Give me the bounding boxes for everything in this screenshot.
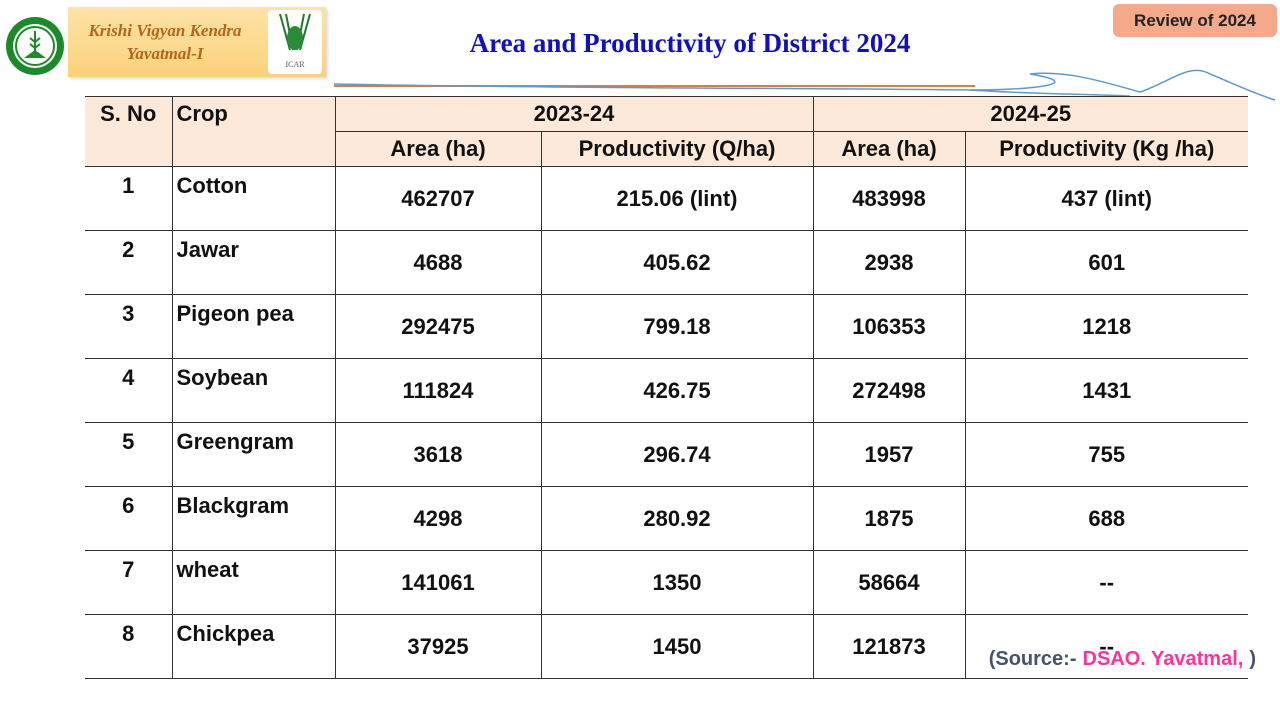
decorative-wave bbox=[333, 69, 1276, 101]
kvk-banner: Krishi Vigyan Kendra Yavatmal-I ICAR bbox=[68, 7, 326, 77]
page-title: Area and Productivity of District 2024 bbox=[469, 28, 911, 58]
cell-sno: 5 bbox=[85, 422, 173, 487]
org-name: Krishi Vigyan Kendra bbox=[88, 21, 242, 40]
col-area-2023: Area (ha) bbox=[335, 131, 542, 167]
cell-crop: Greengram bbox=[171, 422, 336, 487]
cell-sno: 1 bbox=[85, 166, 173, 231]
source-suffix: ) bbox=[1249, 648, 1256, 670]
cell-crop: Jawar bbox=[171, 230, 336, 295]
cell-prod1: 280.92 bbox=[540, 486, 814, 551]
wheat-icon bbox=[279, 13, 311, 51]
col-prod-2024: Productivity (Kg /ha) bbox=[964, 131, 1248, 167]
cell-sno: 4 bbox=[85, 358, 173, 423]
cell-sno: 8 bbox=[85, 614, 173, 679]
cell-area1: 4688 bbox=[334, 230, 542, 295]
cell-area2: 483998 bbox=[812, 166, 966, 231]
table-row: 1 Cotton 462707 215.06 (lint) 483998 437 (lin… bbox=[85, 166, 1248, 231]
cell-crop: Blackgram bbox=[171, 486, 336, 551]
cell-sno: 3 bbox=[85, 294, 173, 359]
cell-prod1: 296.74 bbox=[540, 422, 814, 487]
table-row: 2 Jawar 4688 405.62 2938 601 bbox=[85, 230, 1248, 295]
cell-area2: 272498 bbox=[812, 358, 966, 423]
cell-prod2: 688 bbox=[964, 486, 1248, 551]
table-row: 4 Soybean 111824 426.75 272498 1431 bbox=[85, 358, 1248, 423]
cell-area2: 1875 bbox=[812, 486, 966, 551]
cell-area2: 1957 bbox=[812, 422, 966, 487]
cell-sno: 7 bbox=[85, 550, 173, 615]
cell-prod1: 799.18 bbox=[540, 294, 814, 359]
col-period-2023-24: 2023-24 bbox=[334, 96, 814, 132]
cell-crop: Pigeon pea bbox=[171, 294, 336, 359]
cell-prod2: 601 bbox=[964, 230, 1248, 295]
cell-crop: Cotton bbox=[171, 166, 336, 231]
cell-area2: 121873 bbox=[812, 614, 966, 679]
cell-crop: Soybean bbox=[171, 358, 336, 423]
kvk-logo bbox=[6, 17, 64, 75]
cell-area1: 292475 bbox=[334, 294, 542, 359]
table-row: 6 Blackgram 4298 280.92 1875 688 bbox=[85, 486, 1248, 551]
col-crop: Crop bbox=[171, 96, 336, 167]
icar-label: ICAR bbox=[285, 60, 305, 69]
table-row: 7 wheat 141061 1350 58664 -- bbox=[85, 550, 1248, 615]
table-row: 8 Chickpea 37925 1450 121873 -- bbox=[85, 614, 1248, 679]
review-badge: Review of 2024 bbox=[1113, 4, 1277, 37]
cell-prod2: -- bbox=[964, 550, 1248, 615]
subheader-row: Area (ha) Productivity (Q/ha) Area (ha) … bbox=[85, 131, 1248, 167]
cell-prod1: 1450 bbox=[540, 614, 814, 679]
col-area-2024: Area (ha) bbox=[812, 131, 966, 167]
col-prod-2023: Productivity (Q/ha) bbox=[540, 131, 814, 167]
cell-area1: 3618 bbox=[334, 422, 542, 487]
cell-area1: 462707 bbox=[334, 166, 542, 231]
source-prefix: (Source:- bbox=[988, 648, 1077, 670]
cell-area1: 141061 bbox=[334, 550, 542, 615]
cell-area1: 37925 bbox=[334, 614, 542, 679]
cell-prod2: -- bbox=[964, 614, 1248, 679]
cell-prod2: 755 bbox=[964, 422, 1248, 487]
cell-prod2: 1218 bbox=[964, 294, 1248, 359]
col-sno: S. No bbox=[85, 96, 173, 167]
col-period-2024-25: 2024-25 bbox=[812, 96, 1248, 132]
cell-area2: 2938 bbox=[812, 230, 966, 295]
cell-area2: 106353 bbox=[812, 294, 966, 359]
source-note: (Source:- DSAO. Yavatmal, ) bbox=[989, 647, 1256, 671]
cell-prod1: 1350 bbox=[540, 550, 814, 615]
header-row: S. No Crop 2023-24 2024-25 bbox=[85, 96, 1248, 167]
cell-area2: 58664 bbox=[812, 550, 966, 615]
cell-prod1: 426.75 bbox=[540, 358, 814, 423]
cell-prod1: 215.06 (lint) bbox=[540, 166, 814, 231]
cell-sno: 2 bbox=[85, 230, 173, 295]
table-row: 5 Greengram 3618 296.74 1957 755 bbox=[85, 422, 1248, 487]
crop-table: S. No Crop 2023-24 2024-25 Area (ha) Pro… bbox=[85, 96, 1248, 679]
cell-area1: 4298 bbox=[334, 486, 542, 551]
cell-area1: 111824 bbox=[334, 358, 542, 423]
cell-prod2: 1431 bbox=[964, 358, 1248, 423]
source-name: DSAO. Yavatmal, bbox=[1082, 648, 1244, 670]
org-location: Yavatmal-I bbox=[126, 44, 204, 63]
cell-prod2: 437 (lint) bbox=[964, 166, 1248, 231]
cell-crop: Chickpea bbox=[171, 614, 336, 679]
cell-crop: wheat bbox=[171, 550, 336, 615]
icar-logo: ICAR bbox=[268, 10, 322, 74]
cell-prod1: 405.62 bbox=[540, 230, 814, 295]
cell-sno: 6 bbox=[85, 486, 173, 551]
table-row: 3 Pigeon pea 292475 799.18 106353 1218 bbox=[85, 294, 1248, 359]
